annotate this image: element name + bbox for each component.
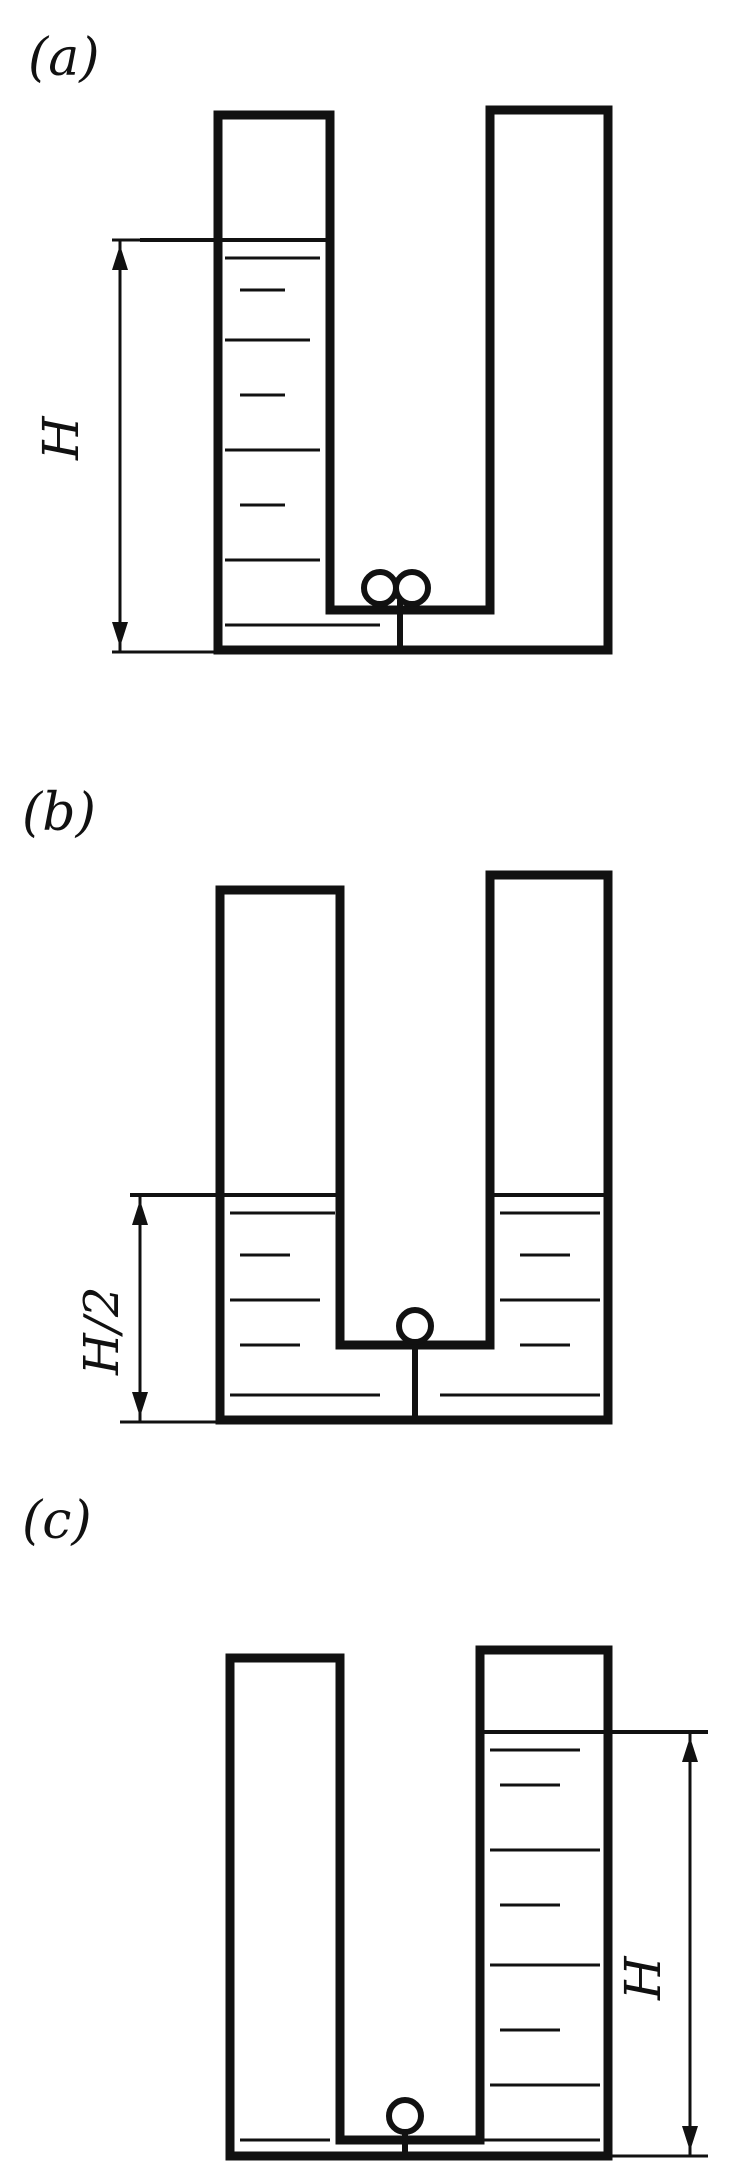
valve-c	[386, 2097, 424, 2154]
panel-label-b: (b)	[22, 783, 96, 843]
dimension-arrow-c	[608, 1732, 708, 2158]
dimension-arrow-b	[120, 1195, 220, 1424]
panel-label-a: (a)	[28, 28, 100, 88]
liquid-dashes-c	[240, 1748, 600, 2142]
height-label-c: H	[614, 1955, 672, 2001]
panel-label-c: (c)	[22, 1491, 92, 1551]
diagram-b: (b) H/2	[22, 783, 613, 1425]
vessel-left-wall-a	[213, 105, 613, 655]
vessel-left-column-a	[213, 105, 613, 615]
height-label-a: H	[32, 415, 90, 461]
height-label-b: H/2	[74, 1286, 130, 1376]
valve-a	[361, 569, 431, 648]
valve-b	[396, 1307, 434, 1418]
panel-c: (c) H	[0, 1440, 732, 2178]
diagram-a: (a) H	[28, 28, 613, 655]
diagram-c: (c) H	[22, 1491, 708, 2161]
liquid-dashes-b	[230, 1211, 600, 1397]
vessel-wall-b	[215, 870, 613, 1425]
vessel-wall-c	[225, 1645, 613, 2161]
liquid-dashes-a	[225, 256, 380, 627]
panel-a: (a) H	[0, 0, 732, 720]
dimension-arrow-a	[112, 238, 218, 654]
panel-b: (b) H/2	[0, 720, 732, 1440]
